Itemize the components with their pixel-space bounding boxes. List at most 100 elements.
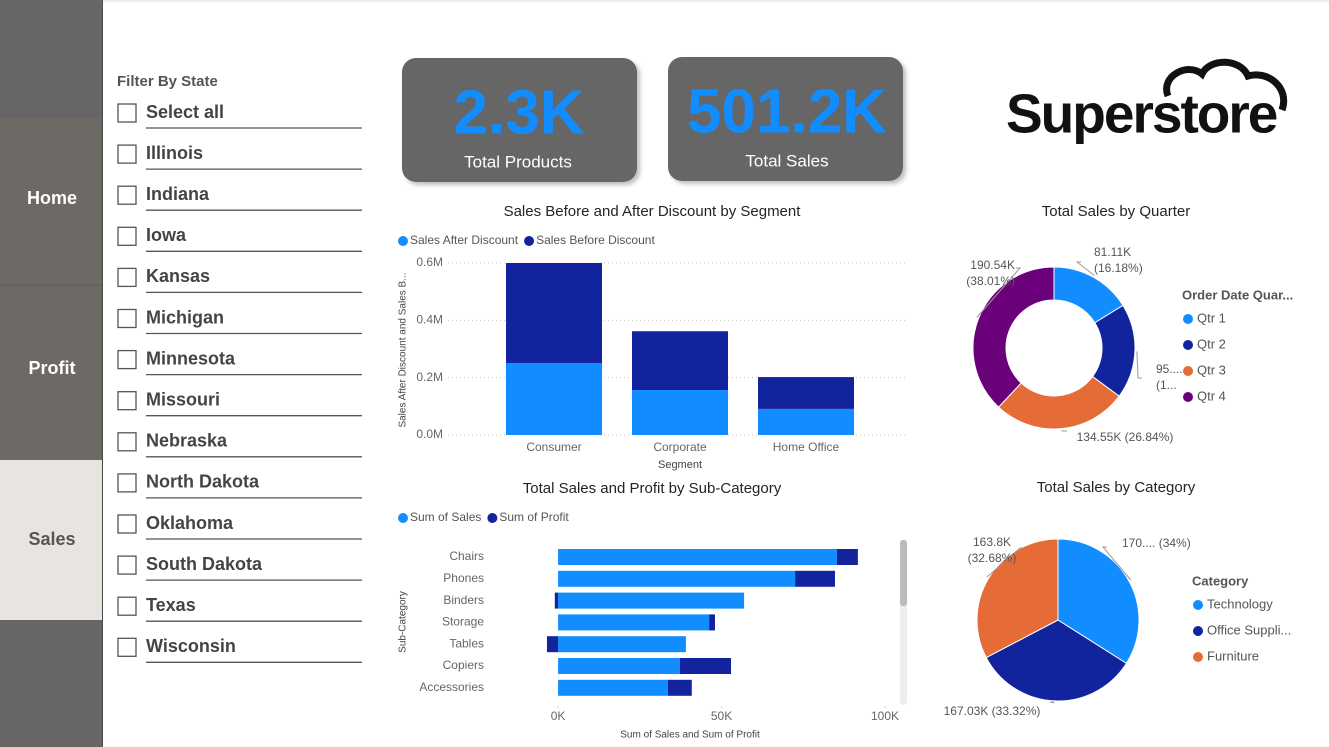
checkbox[interactable] — [117, 226, 137, 246]
charts: Sales Before and After Discount by Segme… — [398, 203, 1294, 741]
bar — [546, 636, 559, 653]
checkbox[interactable] — [117, 514, 137, 534]
checkbox[interactable] — [117, 637, 137, 657]
legend-marker — [398, 513, 408, 523]
filter-option[interactable]: Kansas — [146, 266, 210, 286]
filter-option[interactable]: Illinois — [146, 143, 203, 163]
data-label: 167.03K (33.32%) — [944, 704, 1041, 718]
y-tick-label: Chairs — [449, 549, 484, 563]
x-tick-label: Corporate — [653, 440, 707, 454]
logo-cloud — [1163, 58, 1288, 112]
checkbox[interactable] — [117, 349, 137, 370]
legend-label: Sum of Profit — [499, 510, 569, 524]
bar — [554, 592, 559, 609]
data-label: (32.68%) — [968, 551, 1017, 565]
legend-marker — [1183, 314, 1193, 324]
x-tick-label: Home Office — [773, 440, 840, 454]
checkbox[interactable] — [117, 144, 137, 164]
y-tick-label: Tables — [449, 636, 484, 650]
data-label: 190.54K — [970, 258, 1015, 272]
checkbox[interactable] — [117, 432, 137, 452]
checkbox[interactable] — [117, 391, 137, 411]
x-tick-label: Consumer — [526, 440, 581, 454]
legend-label: Sum of Sales — [410, 510, 481, 524]
data-label: 170.... (34%) — [1122, 536, 1191, 550]
donut-slice — [972, 266, 1055, 408]
bar — [758, 408, 854, 435]
legend-marker — [1193, 652, 1203, 662]
nav-sales[interactable]: Sales — [28, 529, 75, 549]
bar — [632, 331, 728, 390]
bar — [558, 679, 668, 696]
filter-list: Select all Illinois Indiana Iowa Kansas Michi… — [117, 102, 362, 663]
kpi-value: 501.2K — [687, 77, 887, 146]
scrollbar-thumb[interactable] — [900, 540, 907, 606]
checkbox[interactable] — [117, 473, 137, 493]
y-axis-label: Sub-Category — [398, 591, 409, 653]
bar — [632, 389, 728, 435]
x-tick-label: 0K — [551, 709, 566, 723]
nav-profit[interactable]: Profit — [29, 358, 76, 378]
legend-label: Qtr 2 — [1197, 336, 1226, 351]
bar — [558, 636, 686, 653]
bar — [667, 679, 692, 696]
filter-option[interactable]: Missouri — [146, 389, 220, 409]
checkbox[interactable] — [117, 308, 137, 329]
filter-option[interactable]: Iowa — [146, 225, 187, 245]
checkbox[interactable] — [117, 555, 137, 575]
filter-option[interactable]: Oklahoma — [146, 513, 234, 533]
bar — [680, 658, 732, 674]
leader-line — [1075, 261, 1095, 276]
kpi-card — [402, 58, 637, 182]
filter-option[interactable]: Michigan — [146, 307, 224, 327]
x-tick-label: 50K — [711, 709, 732, 723]
legend-marker — [1193, 600, 1203, 610]
filter-option[interactable]: Nebraska — [146, 431, 228, 451]
leader-line — [1101, 546, 1132, 581]
legend-marker — [1183, 392, 1193, 402]
filter-option[interactable]: Texas — [146, 595, 196, 615]
bar — [709, 614, 715, 631]
pie-slice — [976, 538, 1059, 659]
bar — [558, 658, 681, 674]
chart-title: Sales Before and After Discount by Segme… — [504, 203, 802, 220]
legend-title: Order Date Quar... — [1182, 287, 1293, 302]
y-tick-label: 0.4M — [416, 313, 443, 327]
data-label: 163.8K — [973, 535, 1011, 549]
nav-profit-bg[interactable] — [0, 285, 102, 460]
checkbox[interactable] — [117, 596, 137, 616]
kpi-label: Total Sales — [745, 151, 828, 170]
filter-title: Filter By State — [117, 73, 218, 90]
chart-title: Total Sales by Quarter — [1042, 203, 1190, 220]
data-label: 95.... — [1156, 362, 1183, 376]
legend-label: Sales After Discount — [410, 233, 519, 247]
legend-title: Category — [1192, 573, 1249, 588]
y-tick-label: 0.0M — [416, 427, 443, 441]
y-tick-label: Accessories — [419, 680, 484, 694]
legend-marker — [398, 236, 408, 246]
legend-label: Furniture — [1207, 648, 1259, 663]
filter-option[interactable]: South Dakota — [146, 554, 263, 574]
nav-home-bg[interactable] — [0, 118, 102, 285]
nav-home[interactable]: Home — [27, 188, 77, 208]
filter-option[interactable]: Minnesota — [146, 348, 236, 368]
leader-line — [1049, 701, 1055, 704]
x-axis-label: Segment — [658, 459, 702, 471]
y-tick-label: Copiers — [443, 658, 484, 672]
filter-option[interactable]: Wisconsin — [146, 636, 236, 656]
checkbox[interactable] — [117, 185, 137, 205]
checkbox[interactable] — [117, 103, 137, 123]
leader-line — [976, 267, 1022, 318]
bar — [795, 570, 835, 587]
filter-option[interactable]: Select all — [146, 102, 224, 122]
kpi-card — [668, 57, 903, 181]
filter-option[interactable]: Indiana — [146, 184, 210, 204]
nav-bottom — [0, 620, 102, 747]
checkbox[interactable] — [117, 267, 137, 288]
logo: Superstore — [1006, 83, 1277, 145]
legend-marker — [487, 513, 498, 523]
nav-sales-bg[interactable] — [0, 460, 102, 620]
data-label: 134.55K (26.84%) — [1077, 430, 1174, 444]
filter-option[interactable]: North Dakota — [146, 472, 260, 492]
legend-label: Technology — [1207, 596, 1273, 611]
